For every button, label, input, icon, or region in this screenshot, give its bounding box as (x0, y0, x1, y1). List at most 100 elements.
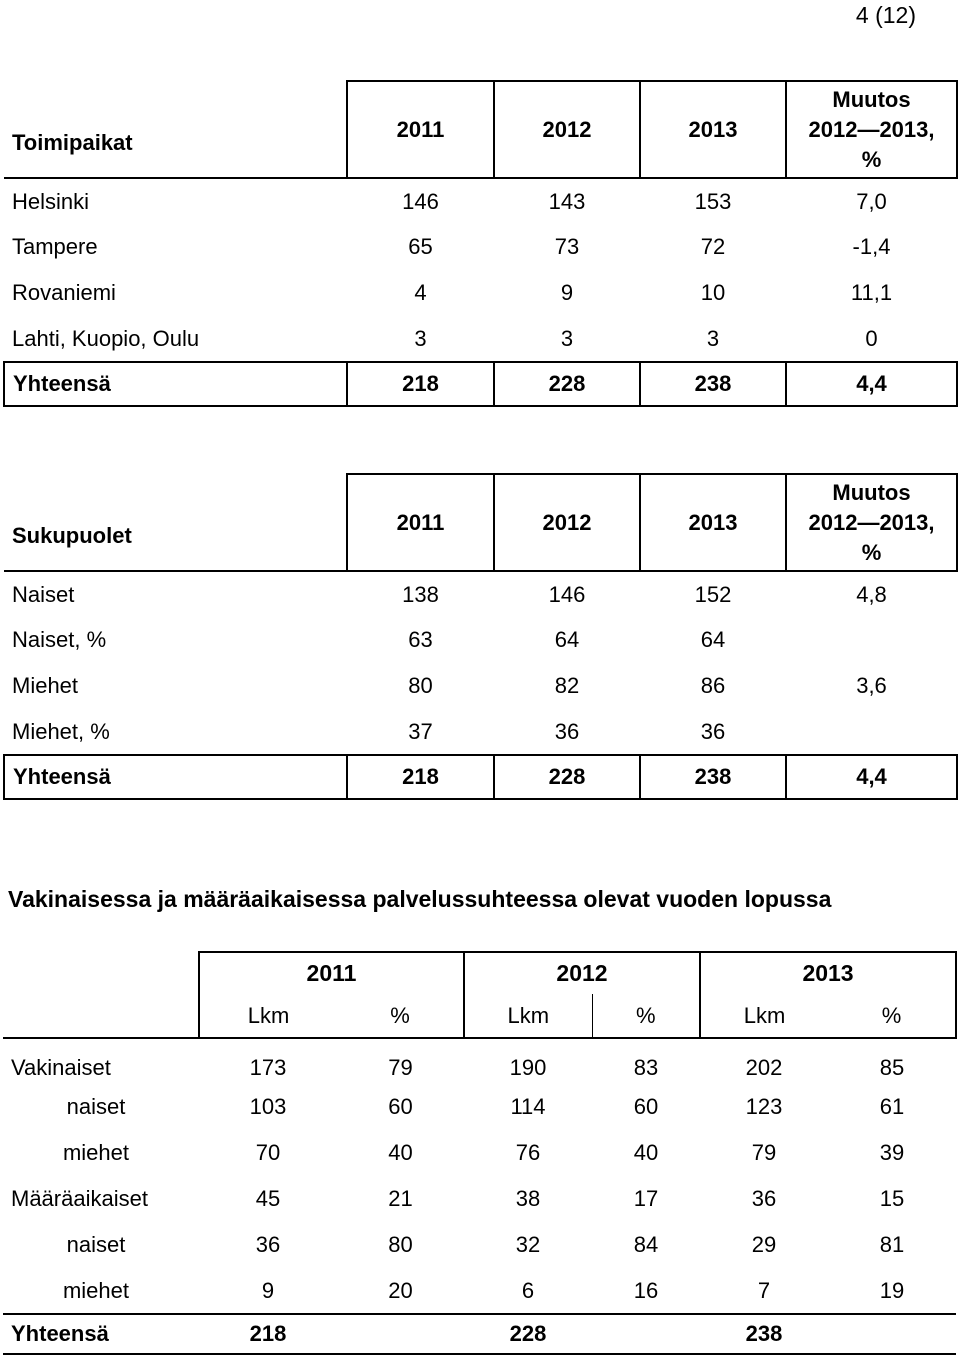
total-label: Yhteensä (3, 361, 348, 407)
table-row: naiset 103 60 114 60 123 61 (3, 1084, 956, 1130)
table-row: Tampere 65 73 72 -1,4 (4, 224, 957, 270)
cell-pct-2011: 79 (388, 1054, 413, 1080)
table-row: Naiset, % 63 64 64 (4, 617, 957, 663)
cell-lkm-2011: 9 (261, 1277, 275, 1303)
cell-pct-2013: 81 (879, 1232, 905, 1257)
cell-lkm-2013: 29 (751, 1232, 777, 1257)
cell-lkm-2013: 7 (757, 1277, 771, 1303)
cell-lkm-2012: 114 (510, 1094, 546, 1119)
row-label: Naiset (12, 581, 75, 607)
cell-pct-2013: 39 (879, 1140, 905, 1165)
column-header-2013: 2013 (639, 80, 787, 179)
cell-pct-2013: 19 (879, 1277, 905, 1303)
cell-2013: 72 (700, 234, 726, 259)
column-header-change: Muutos 2012—2013, % (785, 80, 958, 179)
cell-2013: 153 (694, 188, 732, 214)
row-label: Miehet (12, 673, 79, 698)
cell-2011: 3 (414, 325, 427, 351)
cell-2013: 64 (700, 627, 726, 652)
total-2013: 238 (639, 754, 787, 800)
sub-header-row: Lkm % Lkm % Lkm % (3, 994, 958, 1039)
cell-lkm-2011: 103 (249, 1094, 287, 1119)
table-row: Määräaikaiset 45 21 38 17 36 15 (3, 1176, 956, 1222)
column-header-label: Sukupuolet (4, 474, 347, 572)
cell-2011: 80 (408, 673, 433, 698)
total-row: Yhteensä 218 228 238 4,4 (3, 361, 958, 407)
row-label: Lahti, Kuopio, Oulu (12, 325, 200, 351)
cell-lkm-2013: 36 (751, 1186, 777, 1211)
cell-2011: 37 (408, 718, 433, 744)
cell-change: 4,8 (856, 581, 887, 607)
cell-lkm-2011: 36 (255, 1232, 281, 1257)
toimipaikat-table: Toimipaikat 2011 2012 2013 Muutos 2012—2… (3, 80, 958, 407)
year-header-2013: 2013 (699, 951, 958, 994)
cell-pct-2011: 21 (388, 1186, 413, 1211)
sub-header-blank (3, 994, 199, 1039)
sub-header-lkm-2011: Lkm (198, 994, 337, 1039)
table-header-row: Toimipaikat 2011 2012 2013 Muutos 2012—2… (4, 80, 958, 179)
cell-lkm-2012: 32 (515, 1232, 541, 1257)
cell-pct-2013: 85 (879, 1054, 905, 1080)
cell-change: -1,4 (852, 234, 891, 259)
year-header-2011: 2011 (198, 951, 464, 994)
cell-lkm-2013: 123 (745, 1094, 783, 1119)
table-row: naiset 36 80 32 84 29 81 (3, 1222, 956, 1268)
cell-lkm-2012: 6 (521, 1277, 535, 1303)
total-lkm-2013: 238 (700, 1313, 829, 1355)
column-header-2013: 2013 (639, 473, 787, 572)
total-label: Yhteensä (3, 1313, 199, 1355)
cell-2011: 138 (402, 581, 439, 607)
cell-2013: 36 (700, 718, 726, 744)
cell-lkm-2012: 190 (509, 1054, 547, 1080)
row-label: miehet (62, 1277, 130, 1303)
cell-change: 11,1 (850, 280, 893, 305)
row-label: naiset (66, 1232, 126, 1257)
total-label: Yhteensä (3, 754, 348, 800)
row-label: Miehet, % (12, 718, 110, 744)
total-2011: 218 (346, 361, 495, 407)
year-header-2012: 2012 (462, 951, 701, 994)
cell-2012: 73 (554, 234, 580, 259)
total-change: 4,4 (785, 361, 958, 407)
total-change: 4,4 (785, 754, 958, 800)
employment-table-title: Vakinaisessa ja määräaikaisessa palvelus… (8, 886, 832, 912)
cell-pct-2011: 20 (388, 1277, 413, 1303)
cell-2012: 3 (560, 325, 574, 351)
column-header-2011: 2011 (346, 473, 495, 572)
cell-pct-2011: 40 (388, 1140, 413, 1165)
sub-header-lkm-2013: Lkm (699, 994, 829, 1039)
cell-2013: 10 (700, 280, 726, 305)
cell-pct-2013: 15 (879, 1186, 905, 1211)
cell-2013: 3 (706, 325, 720, 351)
cell-pct-2011: 80 (388, 1232, 413, 1257)
cell-2012: 82 (554, 673, 580, 698)
employment-table: 2011 2012 2013 Lkm % Lkm % Lkm % Vakinai… (3, 951, 958, 1355)
total-2012: 228 (493, 361, 641, 407)
cell-2011: 146 (402, 188, 439, 214)
column-header-2012: 2012 (493, 473, 641, 572)
sukupuolet-table: Sukupuolet 2011 2012 2013 Muutos 2012—20… (3, 473, 958, 800)
cell-2012: 143 (548, 188, 586, 214)
cell-pct-2012: 16 (633, 1277, 659, 1303)
row-label: naiset (66, 1094, 126, 1119)
cell-lkm-2012: 76 (515, 1140, 541, 1165)
total-pct-2011 (337, 1313, 464, 1355)
table-row: Vakinaiset 173 79 190 83 202 85 (3, 1038, 956, 1084)
cell-2012: 36 (554, 718, 580, 744)
row-label: Vakinaiset (11, 1054, 111, 1080)
table-row: Miehet 80 82 86 3,6 (4, 663, 957, 709)
cell-lkm-2013: 79 (751, 1140, 777, 1165)
table-row: miehet 9 20 6 16 7 19 (3, 1268, 956, 1314)
sub-header-pct-2013: % (828, 994, 958, 1039)
total-row: Yhteensä 218 228 238 4,4 (3, 754, 958, 800)
table-row: miehet 70 40 76 40 79 39 (3, 1130, 956, 1176)
page-number: 4 (12) (855, 2, 916, 28)
table-row: Miehet, % 37 36 36 (4, 709, 957, 755)
cell-2011: 65 (408, 234, 433, 259)
row-label: Helsinki (12, 188, 90, 214)
row-label: Naiset, % (12, 627, 107, 652)
cell-lkm-2011: 70 (255, 1140, 281, 1165)
column-header-2012: 2012 (493, 80, 641, 179)
cell-2012: 146 (548, 581, 586, 607)
cell-lkm-2011: 45 (255, 1186, 281, 1211)
